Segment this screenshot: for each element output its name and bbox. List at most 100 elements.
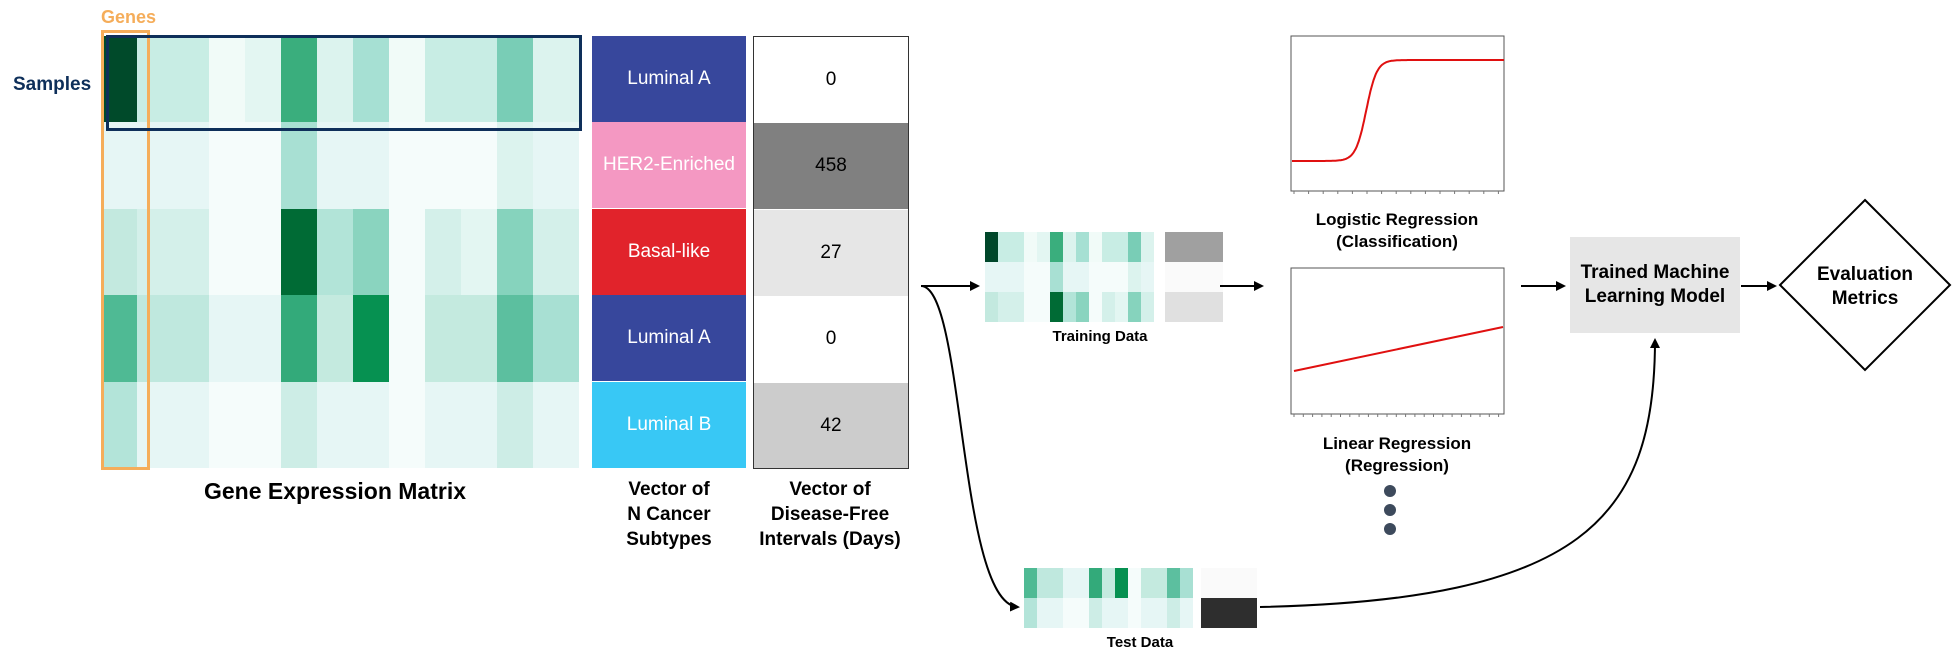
heatmap-cell — [245, 295, 281, 382]
thumb-cell — [985, 292, 998, 322]
gene-expression-heatmap — [101, 36, 579, 468]
training-data-thumbnail — [985, 232, 1223, 324]
thumb-cell — [1115, 292, 1128, 322]
thumb-target-cell — [1201, 568, 1257, 598]
test-data-thumbnail — [1024, 568, 1257, 629]
thumb-cell — [998, 292, 1011, 322]
logistic-curve — [1292, 59, 1504, 162]
dfi-title: Vector of Disease-Free Intervals (Days) — [740, 477, 920, 552]
subtypes-title-line-2: N Cancer — [627, 504, 711, 525]
subtype-cell: Luminal A — [592, 36, 746, 122]
heatmap-cell — [317, 381, 353, 468]
heatmap-cell — [137, 295, 173, 382]
heatmap-cell — [389, 36, 425, 123]
heatmap-cell — [461, 295, 497, 382]
heatmap-cell — [317, 36, 353, 123]
thumb-cell — [1076, 232, 1089, 262]
thumb-cell — [1180, 568, 1193, 598]
dfi-cell: 458 — [754, 123, 908, 210]
heatmap-cell — [497, 122, 533, 209]
logistic-title: Logistic Regression (Classification) — [1292, 209, 1502, 253]
thumb-cell — [1102, 292, 1115, 322]
thumb-cell — [1050, 598, 1063, 628]
heatmap-cell — [209, 122, 245, 209]
heatmap-cell — [461, 208, 497, 296]
heatmap-cell — [533, 381, 579, 468]
thumb-cell — [1141, 292, 1154, 322]
thumb-target-cell — [1201, 598, 1257, 628]
thumb-cell — [1037, 232, 1050, 262]
heatmap-cell — [425, 36, 461, 123]
thumb-cell — [1089, 598, 1102, 628]
heatmap-cell — [353, 381, 389, 468]
heatmap-cell — [173, 208, 209, 296]
subtypes-title-line-1: Vector of — [628, 479, 710, 500]
dfi-cell: 42 — [754, 382, 908, 469]
thumb-cell — [1089, 292, 1102, 322]
thumb-cell — [1063, 568, 1076, 598]
ellipsis-dot — [1384, 485, 1396, 497]
heatmap-cell — [353, 208, 389, 296]
logistic-title-line-1: Logistic Regression — [1315, 210, 1479, 229]
samples-row-highlight — [106, 35, 582, 131]
heatmap-cell — [281, 208, 317, 296]
heatmap-cell — [533, 295, 579, 382]
heatmap-cell — [209, 295, 245, 382]
subtypes-title-line-3: Subtypes — [626, 529, 712, 550]
arrow-test-to-model — [1259, 338, 1660, 608]
thumb-cell — [1076, 568, 1089, 598]
heatmap-cell — [281, 122, 317, 209]
heatmap-cell — [137, 381, 173, 468]
arrow-to-test — [920, 285, 1020, 612]
heatmap-cell — [137, 208, 173, 296]
dfi-title-line-2: Disease-Free — [770, 504, 890, 525]
dfi-cell: 27 — [754, 209, 908, 296]
thumb-cell — [1089, 232, 1102, 262]
genes-column-highlight — [101, 30, 150, 470]
metrics-label: Evaluation Metrics — [1778, 263, 1952, 311]
heatmap-cell — [317, 295, 353, 382]
trained-model-box: Trained Machine Learning Model — [1570, 237, 1740, 333]
trained-model-line-2: Learning Model — [1584, 286, 1726, 307]
thumb-cell — [998, 232, 1011, 262]
heatmap-cell — [173, 36, 209, 123]
thumb-cell — [1128, 568, 1141, 598]
heatmap-cell — [281, 381, 317, 468]
dfi-vector-border — [753, 36, 909, 469]
thumb-cell — [1141, 232, 1154, 262]
thumb-cell — [1115, 568, 1128, 598]
thumb-cell — [1115, 262, 1128, 292]
heatmap-cell — [533, 208, 579, 296]
metrics-line-2: Metrics — [1831, 288, 1899, 309]
thumb-cell — [1024, 262, 1037, 292]
thumb-cell — [1115, 232, 1128, 262]
heatmap-cell — [245, 36, 281, 123]
heatmap-cell — [353, 295, 389, 382]
thumb-cell — [985, 232, 998, 262]
dfi-cell: 0 — [754, 37, 908, 123]
heatmap-cell — [425, 381, 461, 468]
heatmap-cell — [317, 122, 353, 209]
more-models-ellipsis — [1384, 485, 1396, 535]
thumb-cell — [1141, 262, 1154, 292]
subtype-cell: Luminal B — [592, 381, 746, 468]
thumb-cell — [1011, 262, 1024, 292]
heatmap-cell — [461, 381, 497, 468]
heatmap-cell — [533, 122, 579, 209]
thumb-cell — [1076, 262, 1089, 292]
thumb-cell — [1063, 292, 1076, 322]
dfi-cell: 0 — [754, 296, 908, 383]
thumb-cell — [1037, 598, 1050, 628]
heatmap-cell — [389, 122, 425, 209]
heatmap-cell — [497, 208, 533, 296]
training-data-label: Training Data — [1052, 328, 1148, 345]
thumb-cell — [1102, 262, 1115, 292]
subtype-cell: Luminal A — [592, 295, 746, 382]
subtypes-title: Vector of N Cancer Subtypes — [592, 477, 746, 552]
logistic-plot-ticks — [1293, 191, 1499, 194]
thumb-target-cell — [1165, 232, 1223, 262]
dfi-title-line-3: Intervals (Days) — [759, 529, 901, 550]
thumb-cell — [1024, 232, 1037, 262]
heatmap-cell — [497, 36, 533, 123]
